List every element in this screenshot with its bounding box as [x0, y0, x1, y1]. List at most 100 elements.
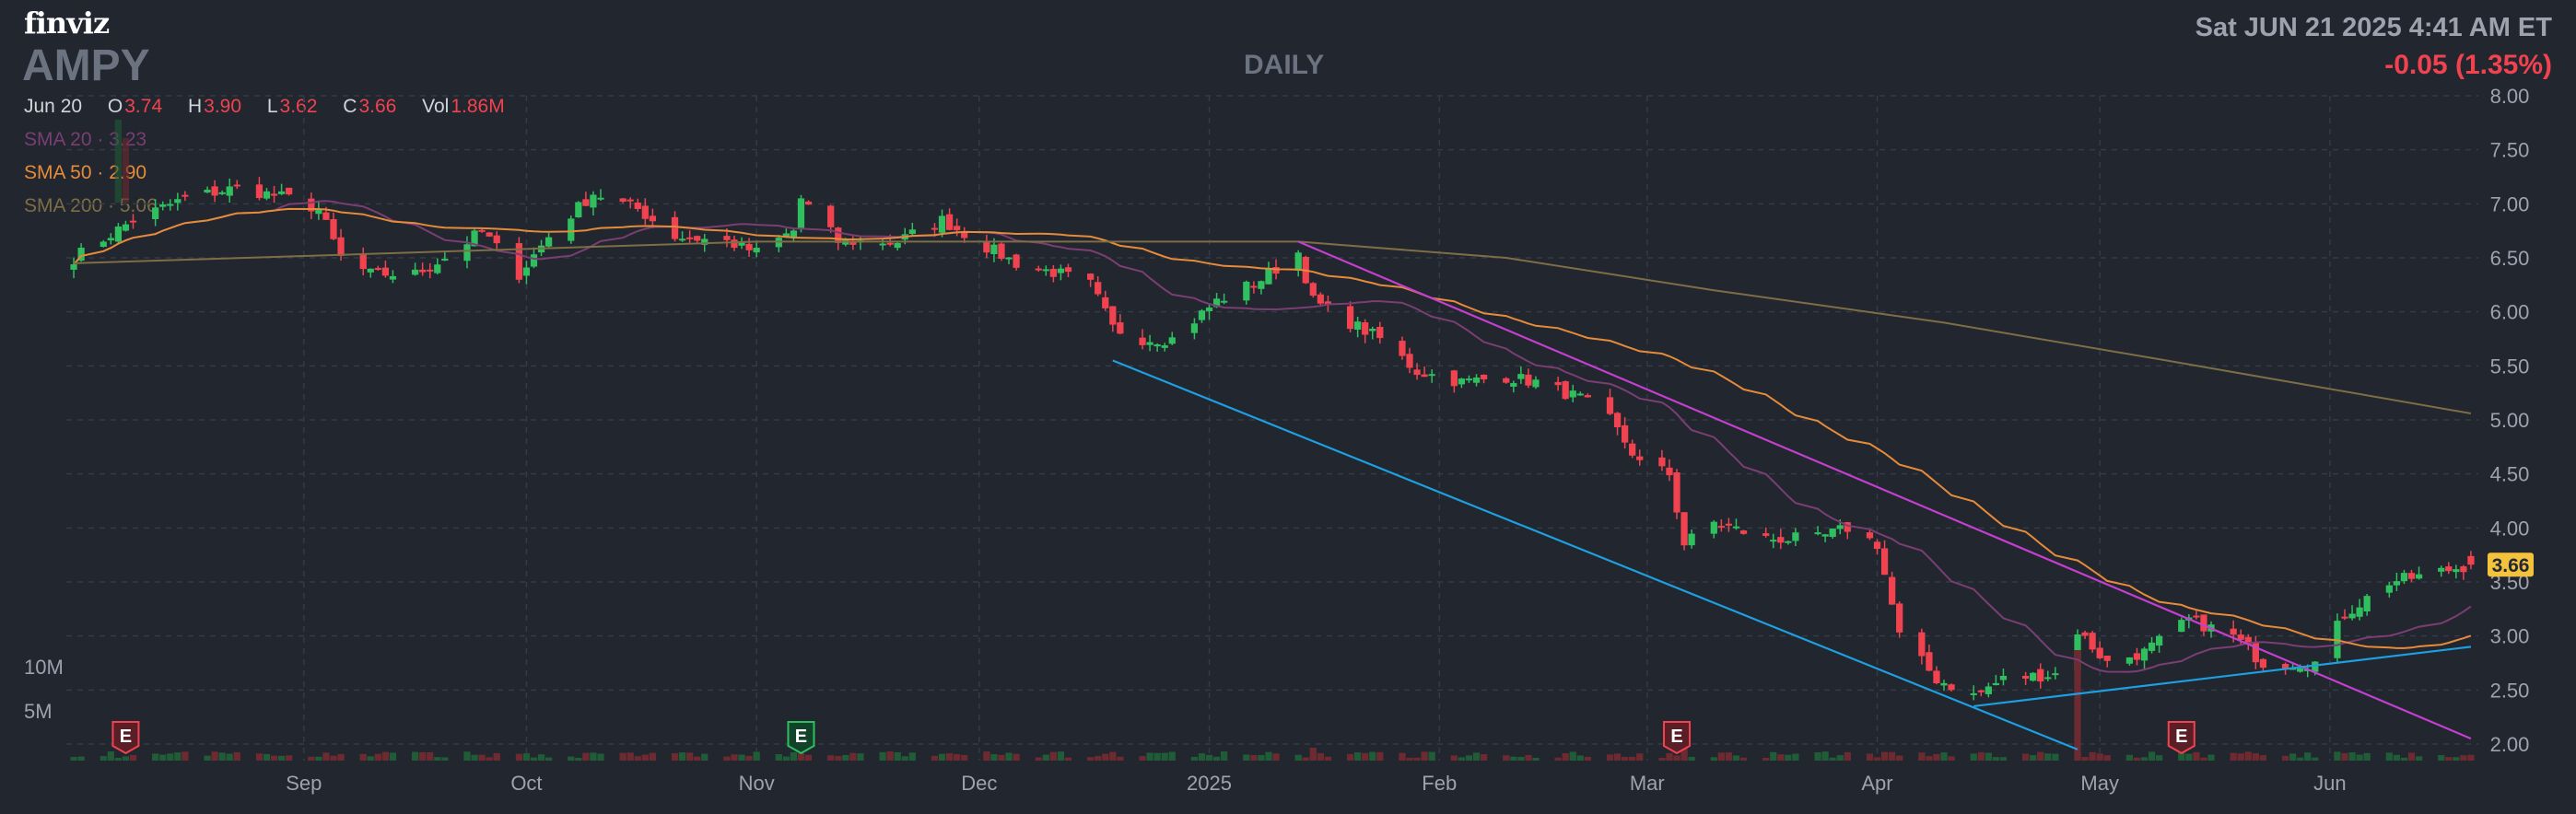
candle-body — [1710, 521, 1717, 534]
volume-bar — [441, 757, 449, 761]
volume-bar — [2089, 751, 2096, 761]
volume-bar — [2453, 757, 2460, 761]
volume-bar — [2415, 756, 2423, 761]
earnings-badge — [787, 721, 815, 755]
volume-bar — [1717, 752, 1725, 761]
candle-body — [381, 267, 390, 276]
x-tick-label: Nov — [739, 772, 775, 795]
volume-bar — [671, 753, 679, 761]
volume-bar — [471, 754, 478, 761]
candle-body — [2244, 636, 2252, 645]
volume-bar — [1629, 756, 1636, 761]
candle-body — [849, 241, 857, 245]
volume-bar — [938, 753, 946, 761]
close-value: 3.66 — [358, 96, 397, 117]
candle-body — [1139, 337, 1146, 345]
volume-bar — [2467, 754, 2475, 761]
volume-bar — [1836, 755, 1844, 761]
candle-body — [167, 204, 174, 206]
candle-body — [1057, 268, 1065, 273]
volume-bar — [122, 138, 130, 203]
volume-bar — [1309, 748, 1317, 761]
volume-bar — [1926, 756, 1933, 761]
candle-body — [1049, 268, 1057, 277]
candle-body — [835, 227, 842, 243]
volume-bar — [2312, 757, 2319, 761]
candle-body — [590, 194, 597, 208]
volume-bar — [2460, 755, 2467, 761]
volume-bar — [1005, 752, 1013, 761]
volume-layer — [70, 120, 2475, 761]
volume-bar — [2230, 752, 2237, 761]
candle-body — [1510, 383, 1517, 387]
candle-body — [389, 275, 397, 280]
volume-bar — [2341, 752, 2348, 761]
volume-bar — [857, 753, 864, 761]
volume-bar — [753, 751, 760, 761]
volume-bar — [1688, 756, 1695, 761]
candle-body — [1999, 675, 2008, 680]
volume-bar — [1212, 756, 1221, 761]
candle-body — [1458, 378, 1466, 385]
candle-body — [107, 238, 114, 241]
y-tick-label: 7.00 — [2490, 192, 2530, 215]
volume-bar — [1562, 752, 1569, 761]
volume-bar — [2125, 754, 2134, 761]
candle-body — [1294, 252, 1302, 271]
volume-bar — [277, 755, 286, 761]
candle-body — [2148, 642, 2156, 651]
volume-bar — [204, 755, 211, 761]
volume-bar — [2400, 757, 2408, 761]
candle-body — [411, 269, 419, 275]
volume-bar — [1933, 753, 1940, 761]
volume-bar — [1821, 751, 1829, 761]
volume-bar — [694, 756, 701, 761]
candle-body — [2259, 658, 2267, 669]
volume-bar — [2037, 751, 2044, 761]
candle-body — [701, 238, 708, 245]
candle-body — [1362, 322, 1369, 335]
volume-bar — [174, 752, 181, 761]
earnings-badge — [1663, 721, 1692, 755]
candle-body — [753, 248, 760, 253]
volume-bar — [1428, 751, 1435, 761]
volume-bar — [544, 757, 553, 761]
volume-bar — [1399, 752, 1406, 761]
volume-bar — [537, 754, 545, 761]
volume-bar — [1814, 752, 1821, 761]
volume-bar — [1324, 756, 1332, 761]
x-tick-label: May — [2080, 772, 2119, 795]
candle-body — [2281, 663, 2289, 669]
volume-bar — [1294, 754, 1302, 761]
volume-bar — [463, 751, 471, 761]
last-price-tag — [2488, 552, 2534, 577]
volume-bar — [129, 754, 137, 761]
open-label: O — [107, 96, 123, 117]
finviz-logo[interactable]: finviz — [24, 6, 110, 41]
volume-bar — [842, 754, 849, 761]
candle-body — [1829, 528, 1836, 538]
candle-body — [1785, 541, 1792, 543]
earnings-label: E — [795, 727, 807, 747]
x-tick-label: Mar — [1630, 772, 1665, 795]
volume-bar — [337, 753, 345, 761]
candle-body — [122, 224, 130, 231]
volume-bar — [263, 753, 271, 761]
volume-bar — [2081, 757, 2089, 761]
candle-body — [522, 267, 531, 276]
candle-body — [1309, 283, 1317, 297]
volume-bar — [411, 751, 419, 761]
volume-bar — [590, 752, 597, 761]
volume-bar — [308, 756, 315, 761]
volume-bar — [2096, 753, 2103, 761]
candle-body — [515, 243, 523, 280]
candle-body — [2178, 620, 2185, 633]
trendline-resistance — [1297, 240, 2472, 740]
volume-bar — [419, 751, 427, 761]
low-label: L — [266, 96, 278, 117]
candle-body — [1517, 374, 1525, 379]
high-label: H — [187, 96, 203, 117]
candle-body — [2415, 574, 2423, 579]
volume-bar — [1472, 752, 1481, 761]
